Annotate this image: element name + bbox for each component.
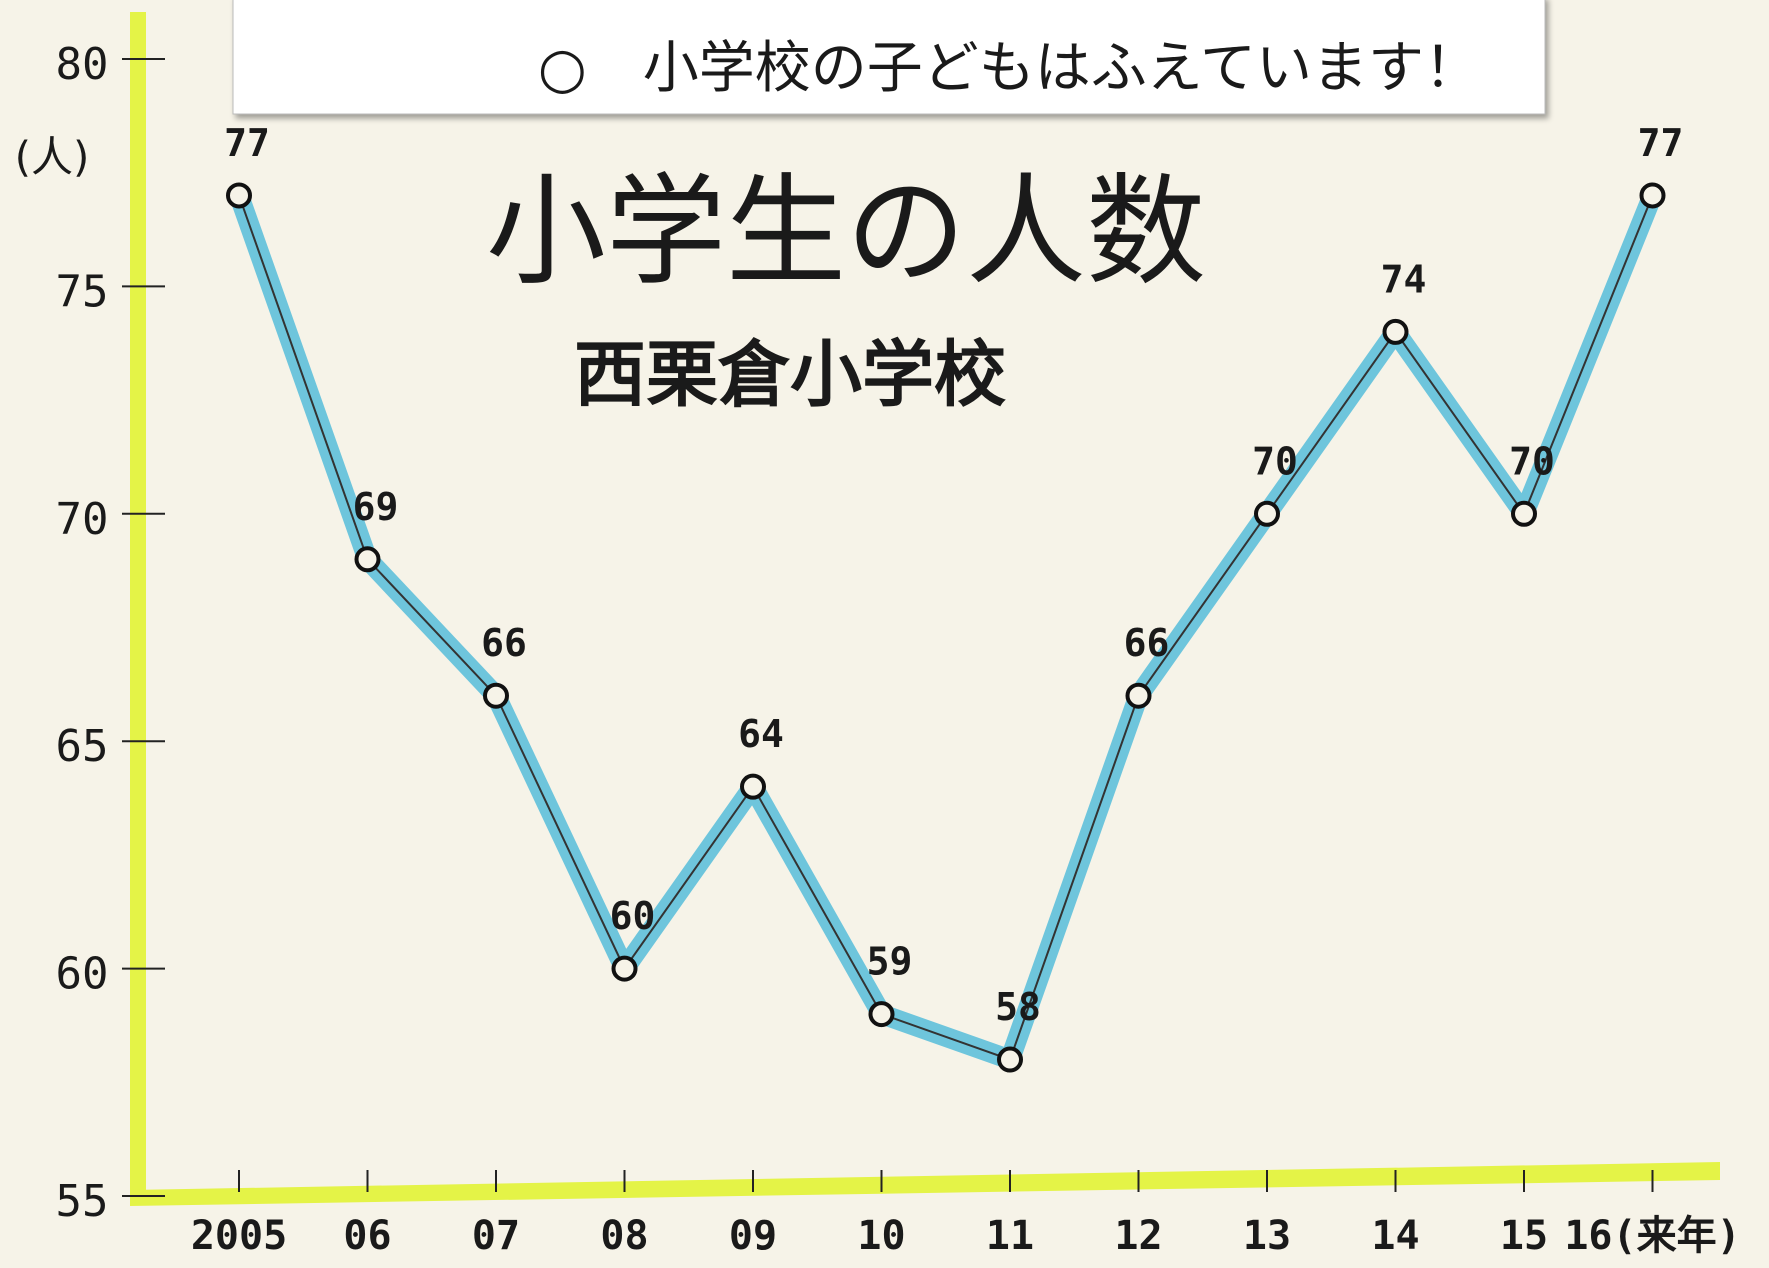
x-tick-label: 09 <box>729 1213 777 1259</box>
y-tick-label: 80 <box>56 39 109 90</box>
data-label: 77 <box>1638 121 1684 165</box>
data-label: 59 <box>867 940 913 984</box>
data-label: 74 <box>1381 257 1427 301</box>
x-tick-label: 08 <box>600 1213 648 1259</box>
annotation: ○ 小学校の子どもはふえています！ <box>538 36 1480 101</box>
line <box>238 195 1654 1061</box>
point <box>868 1001 895 1028</box>
point <box>1254 500 1280 527</box>
point <box>1511 500 1537 527</box>
y-tick-label: 65 <box>56 721 109 772</box>
data-label: 66 <box>1124 621 1170 665</box>
x-tick-label: 14 <box>1371 1213 1419 1259</box>
data-label: 64 <box>738 712 784 756</box>
x-tick-label: 15 <box>1500 1213 1548 1259</box>
data-label: 77 <box>224 121 270 165</box>
x-tick-label: 16(来年) <box>1564 1213 1740 1259</box>
x-tick-label: 10 <box>857 1213 905 1259</box>
x-tick-label: 13 <box>1243 1213 1291 1259</box>
x-tick-label: 12 <box>1114 1213 1162 1259</box>
chart-subtitle: 西栗倉小学校 <box>574 333 1006 417</box>
x-tick-label: 2005 <box>191 1213 287 1259</box>
y-axis-label: (人) <box>15 133 90 182</box>
point <box>1639 182 1666 209</box>
point <box>611 955 638 982</box>
data-label: 70 <box>1252 439 1298 483</box>
data-label: 66 <box>481 621 527 665</box>
data-label: 70 <box>1509 439 1555 483</box>
data-label: 58 <box>995 985 1041 1029</box>
caption-box <box>232 0 1546 115</box>
chart-title: 小学生の人数 <box>486 163 1206 302</box>
y-tick-label: 70 <box>56 494 109 545</box>
y-tick-label: 75 <box>56 266 109 317</box>
point <box>1125 682 1152 709</box>
data-label: 60 <box>610 894 656 938</box>
point <box>1382 318 1409 345</box>
point <box>354 546 381 573</box>
point <box>740 773 766 800</box>
y-tick-label: 55 <box>56 1176 109 1227</box>
x-tick-label: 06 <box>343 1213 391 1259</box>
data-label: 69 <box>353 485 399 529</box>
point <box>997 1046 1023 1073</box>
x-axis <box>130 1162 1720 1206</box>
x-tick-label: 11 <box>986 1213 1034 1259</box>
point <box>226 182 252 209</box>
point <box>483 682 509 709</box>
x-tick-label: 07 <box>472 1213 520 1259</box>
y-axis <box>130 12 146 1204</box>
y-tick-label: 60 <box>56 949 109 1000</box>
